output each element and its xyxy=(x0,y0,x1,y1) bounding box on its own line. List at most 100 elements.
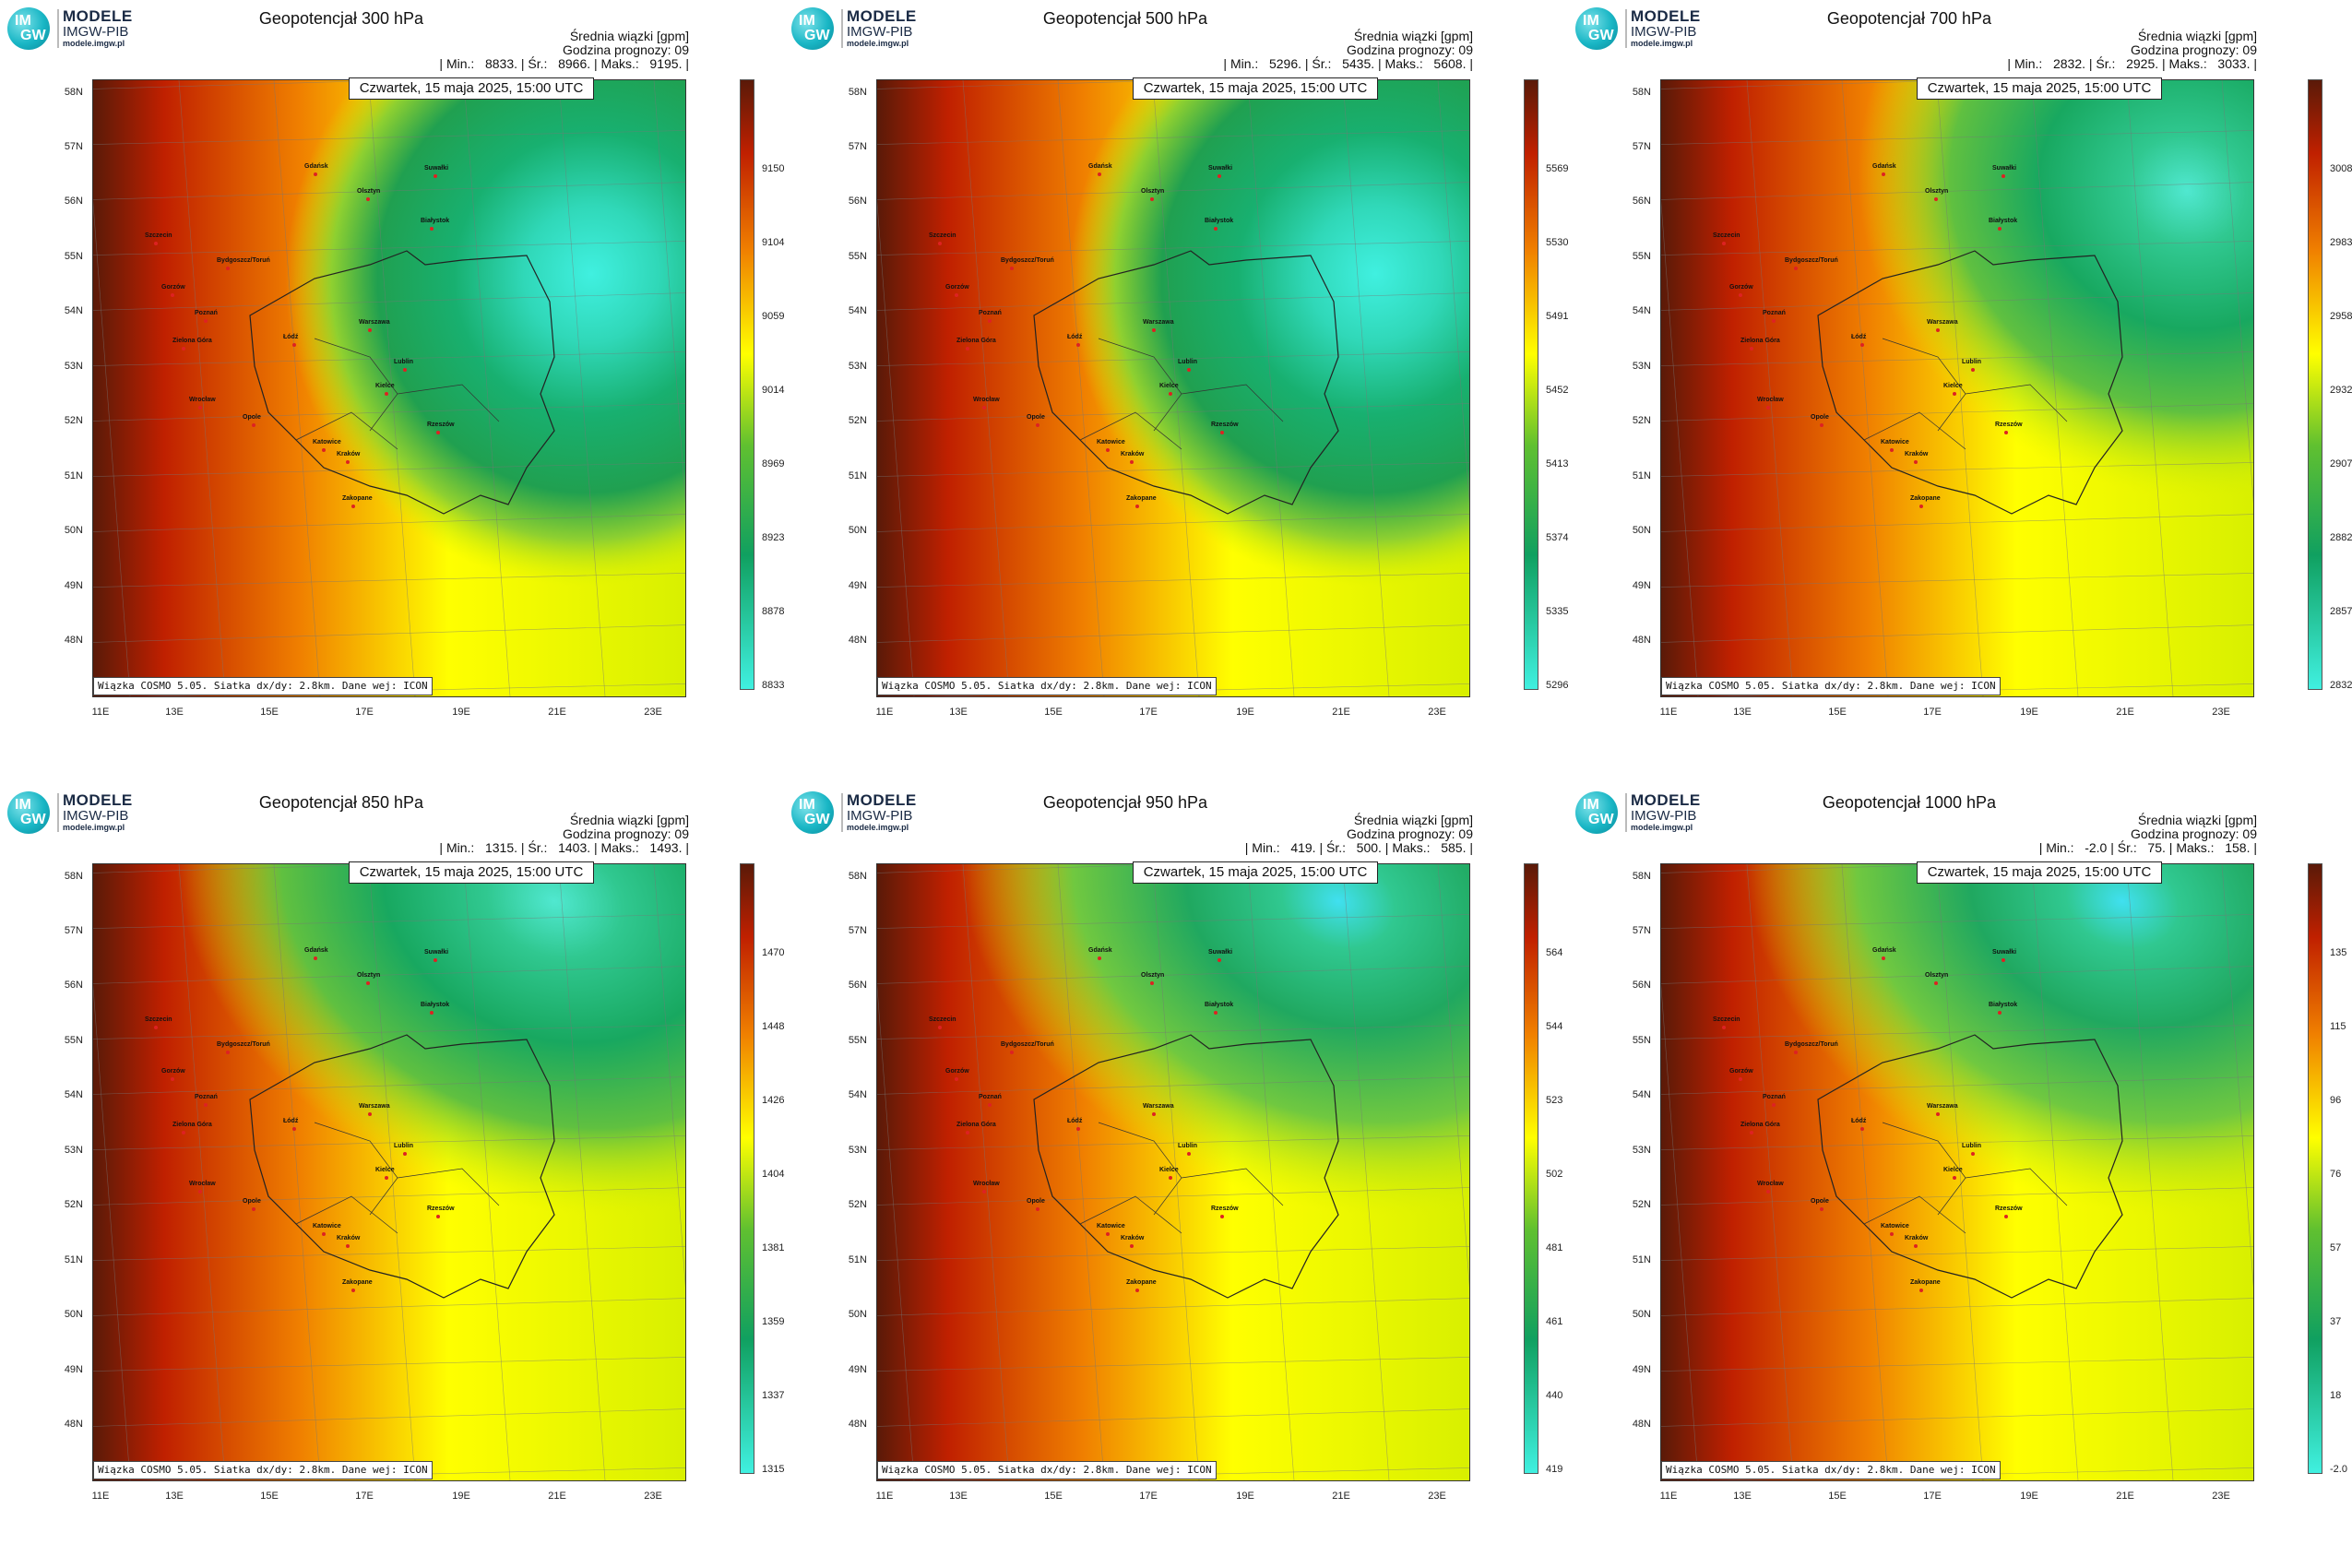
colorbar-tick-label: 9104 xyxy=(762,237,785,248)
logo-text-url: modele.imgw.pl xyxy=(63,823,125,832)
city-marker xyxy=(154,242,158,245)
city-label: Łódź xyxy=(283,334,299,340)
city-marker xyxy=(430,1011,434,1015)
latitude-line xyxy=(93,914,685,929)
logo-mark-top: IM xyxy=(15,797,31,813)
city-marker xyxy=(982,1190,986,1194)
low-pressure-area xyxy=(285,80,685,587)
latitude-line xyxy=(877,292,1469,311)
region-borders xyxy=(1079,338,1284,450)
latitude-label: 54N xyxy=(1632,1089,1651,1100)
logo-mark-top: IM xyxy=(1583,13,1599,29)
city-marker xyxy=(1098,172,1101,176)
city-marker xyxy=(1882,172,1885,176)
city-label: Bydgoszcz/Toruń xyxy=(1785,1041,1838,1048)
city-marker xyxy=(1750,347,1753,350)
latitude-label: 54N xyxy=(64,305,83,316)
city-marker xyxy=(1890,1232,1894,1236)
latitude-line xyxy=(93,351,685,366)
city-marker xyxy=(1953,1176,1956,1180)
city-marker xyxy=(1098,956,1101,960)
latitude-line xyxy=(1661,1408,2253,1427)
latitude-label: 49N xyxy=(848,580,867,591)
latitude-label: 51N xyxy=(1632,470,1651,481)
longitude-line xyxy=(877,199,915,696)
imgw-logo-mark: IM GW xyxy=(1575,7,1618,50)
colorbar-tick-label: 8969 xyxy=(762,458,785,469)
forecast-panel: IM GW MODELE IMGW-PIB modele.imgw.pl Geopoten… xyxy=(1568,784,2347,1559)
latitude-line xyxy=(1661,1076,2253,1095)
longitude-label: 21E xyxy=(548,707,566,718)
city-label: Gorzów xyxy=(945,284,969,291)
city-label: Gdańsk xyxy=(1088,947,1112,954)
latitude-line xyxy=(877,1187,1469,1206)
city-marker xyxy=(1106,448,1110,452)
latitude-label: 48N xyxy=(64,1419,83,1430)
longitude-label: 11E xyxy=(91,707,110,718)
latitude-label: 58N xyxy=(64,871,83,882)
longitude-label: 21E xyxy=(1332,707,1350,718)
region-borders xyxy=(295,338,500,450)
city-label: Zielona Góra xyxy=(172,338,212,344)
longitude-line xyxy=(2031,80,2079,696)
colorbar-tick-label: 1426 xyxy=(762,1095,785,1106)
city-marker xyxy=(1766,1190,1770,1194)
low-pressure-area xyxy=(175,864,685,1217)
longitude-label: 15E xyxy=(1828,707,1847,718)
colorbar-tick-label: 2857 xyxy=(2330,606,2352,617)
latitude-label: 53N xyxy=(1632,1145,1651,1156)
latitude-label: 48N xyxy=(64,635,83,646)
valid-time: Czwartek, 15 maja 2025, 15:00 UTC xyxy=(1917,861,2162,884)
city-label: Lublin xyxy=(394,359,413,365)
latitude-line xyxy=(93,1357,685,1372)
city-label: Szczecin xyxy=(145,232,172,239)
logo-mark-top: IM xyxy=(799,797,815,813)
city-label: Kraków xyxy=(1905,451,1929,457)
longitude-line xyxy=(1936,864,1984,1480)
longitude-line xyxy=(1057,80,1105,696)
latitude-label: 53N xyxy=(1632,361,1651,372)
colorbar-tick-label: 9150 xyxy=(762,163,785,174)
longitude-label: 13E xyxy=(165,707,184,718)
city-label: Zakopane xyxy=(342,1279,373,1286)
longitude-line xyxy=(1437,80,1469,504)
city-label: Łódź xyxy=(1851,1118,1867,1124)
longitude-label: 19E xyxy=(2020,707,2038,718)
city-marker xyxy=(351,1289,355,1292)
city-marker xyxy=(1998,1011,2002,1015)
city-label: Zakopane xyxy=(1910,495,1941,502)
longitude-line xyxy=(273,80,321,696)
city-marker xyxy=(1820,1207,1823,1211)
logo-text-imgw: IMGW-PIB xyxy=(63,24,129,40)
longitude-line xyxy=(368,80,416,696)
city-marker xyxy=(955,293,958,297)
city-marker xyxy=(2004,1215,2008,1218)
city-label: Warszawa xyxy=(1927,1103,1958,1110)
longitude-line xyxy=(178,864,226,1480)
longitude-line xyxy=(2126,80,2174,696)
colorbar-tick-label: 5374 xyxy=(1546,532,1569,543)
city-marker xyxy=(1218,958,1221,962)
city-label: Opole xyxy=(1811,414,1829,421)
logo-text-imgw: IMGW-PIB xyxy=(63,808,129,824)
city-label: Rzeszów xyxy=(1995,1206,2023,1212)
city-marker xyxy=(322,448,326,452)
logo-text-url: modele.imgw.pl xyxy=(847,823,909,832)
city-marker xyxy=(1914,460,1918,464)
latitude-label: 58N xyxy=(1632,871,1651,882)
latitude-line xyxy=(877,462,1469,477)
city-label: Szczecin xyxy=(1713,1016,1740,1023)
latitude-label: 53N xyxy=(848,1145,867,1156)
geopotential-map: Gdańsk Olsztyn Suwałki Białystok Szczecin Byd… xyxy=(92,79,686,697)
longitude-label: 23E xyxy=(1428,1491,1446,1502)
city-marker xyxy=(403,368,407,372)
forecast-panel: IM GW MODELE IMGW-PIB modele.imgw.pl Geopoten… xyxy=(784,784,1562,1559)
colorbar-tick-label: 2983 xyxy=(2330,237,2352,248)
city-marker xyxy=(436,1215,440,1218)
longitude-label: 15E xyxy=(260,1491,279,1502)
city-label: Łódź xyxy=(1851,334,1867,340)
latitude-label: 57N xyxy=(64,925,83,936)
logo-mark-bottom: GW xyxy=(20,812,46,827)
panel-info: Średnia wiązki [gpm] Godzina prognozy: 09… xyxy=(439,30,689,71)
longitude-line xyxy=(1661,983,1699,1480)
